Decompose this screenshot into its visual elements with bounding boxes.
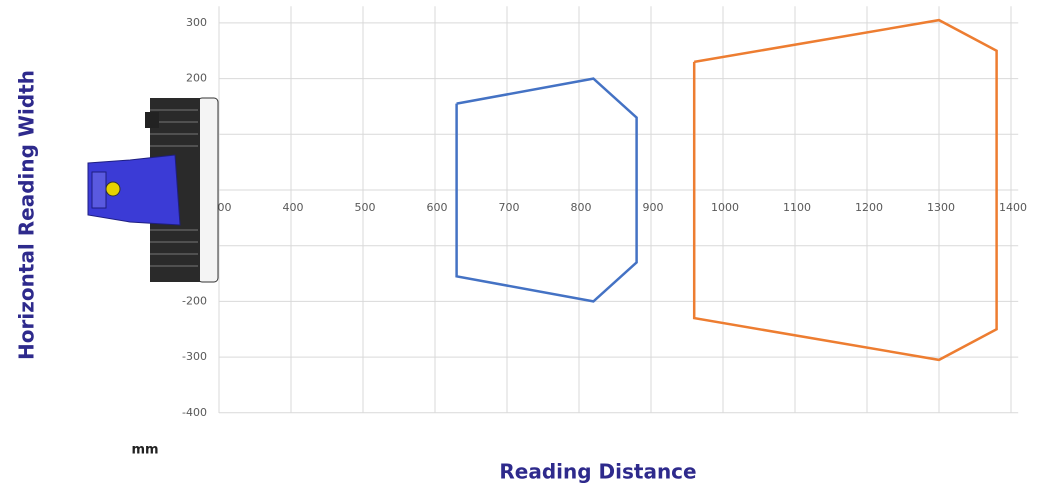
plot [455,18,998,362]
x-tick-label: 800 [571,201,592,214]
x-tick-label: 1400 [999,201,1027,214]
y-tick-label: -300 [182,350,207,363]
x-tick-label: 1000 [711,201,739,214]
series-line [692,18,998,362]
x-tick-label: 600 [427,201,448,214]
x-tick-label: 900 [643,201,664,214]
device-front [197,97,219,283]
connector [145,112,159,128]
x-tick-label: 1300 [927,201,955,214]
y-tick-label: 300 [186,16,207,29]
grid: 300 400 500 600 700 800 900 1000 1100 1200 1300 140… [182,6,1027,419]
device-led [105,181,121,197]
y-tick-label: -400 [182,406,207,419]
x-tick-label: 1200 [855,201,883,214]
x-tick-label: 500 [355,201,376,214]
series-line [455,77,638,303]
unit-label: mm [131,443,158,458]
x-axis-title: Reading Distance [499,460,696,484]
device-image [87,97,219,283]
x-tick-label: 1100 [783,201,811,214]
y-tick-label: 200 [186,72,207,85]
heatsink-fins [150,109,198,267]
y-tick-label: -200 [182,294,207,307]
y-axis-title: Horizontal Reading Width [15,70,39,360]
x-tick-label: 700 [499,201,520,214]
device-bracket [87,154,181,226]
x-tick-label: 400 [283,201,304,214]
device-plug [91,171,107,209]
